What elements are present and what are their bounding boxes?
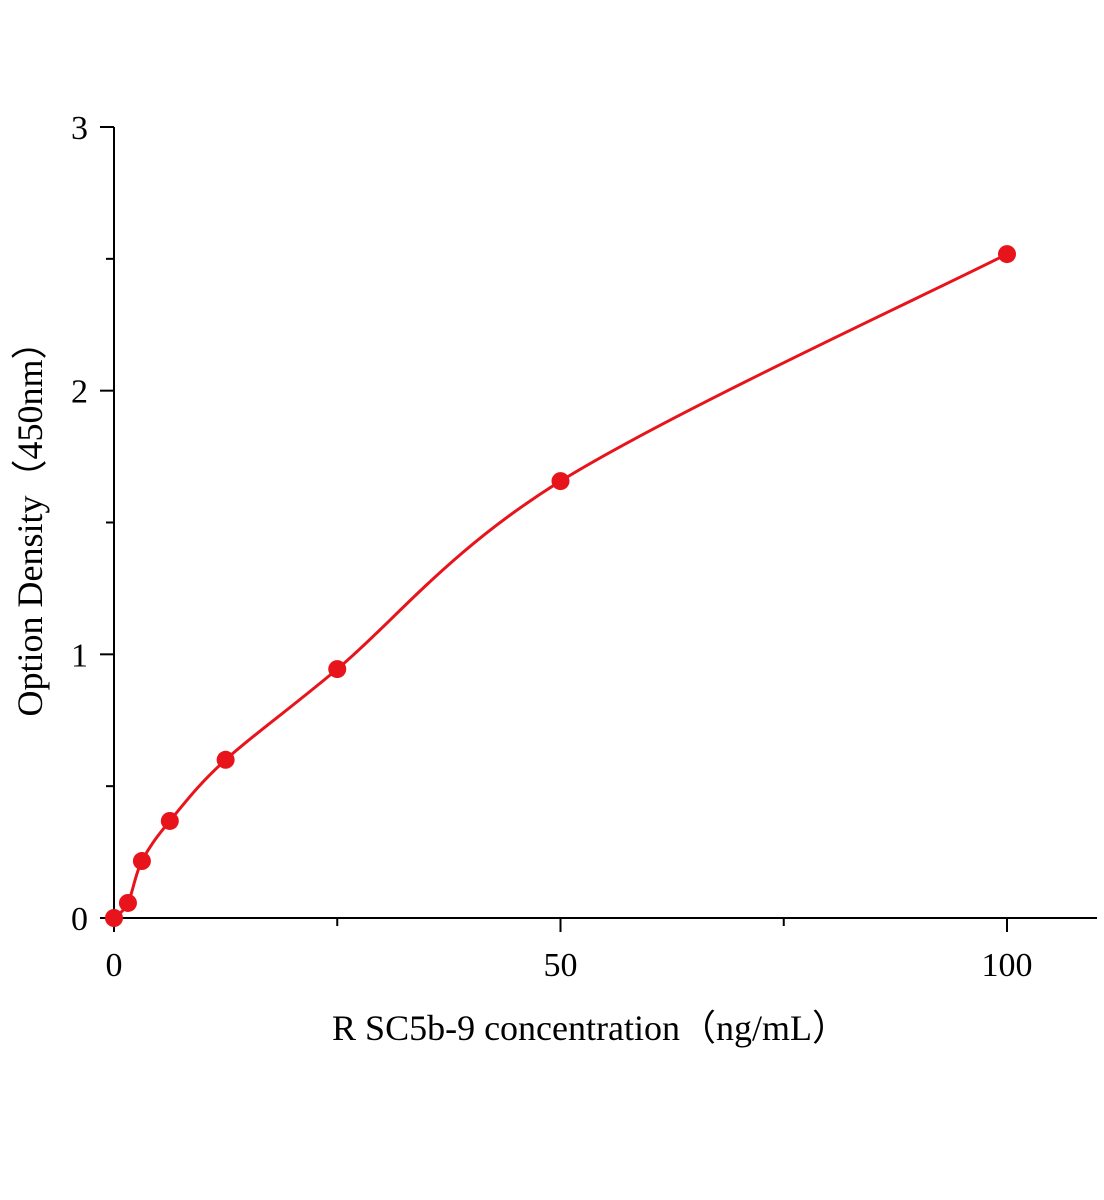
data-point — [132, 852, 151, 871]
y-tick-label: 2 — [71, 374, 88, 411]
data-point — [118, 893, 137, 912]
data-point — [105, 909, 123, 927]
data-points — [105, 245, 1016, 927]
x-tick-label: 0 — [106, 947, 123, 984]
y-tick-label: 1 — [71, 637, 88, 674]
fit-curve — [112, 252, 1008, 920]
data-point — [328, 660, 347, 679]
x-tick-label: 50 — [544, 947, 578, 984]
y-axis-label: Option Density（450nm） — [10, 324, 50, 717]
y-tick-label: 0 — [71, 901, 88, 938]
x-axis-label: R SC5b-9 concentration（ng/mL） — [332, 1008, 848, 1048]
data-point — [551, 472, 570, 491]
data-point — [216, 750, 235, 769]
y-tick-label: 3 — [71, 110, 88, 147]
x-tick-label: 100 — [982, 947, 1033, 984]
data-point — [160, 811, 179, 830]
data-point — [998, 245, 1016, 264]
tick-labels: 0 50 100 0 1 2 3 — [71, 110, 1033, 984]
axes — [100, 126, 1097, 932]
